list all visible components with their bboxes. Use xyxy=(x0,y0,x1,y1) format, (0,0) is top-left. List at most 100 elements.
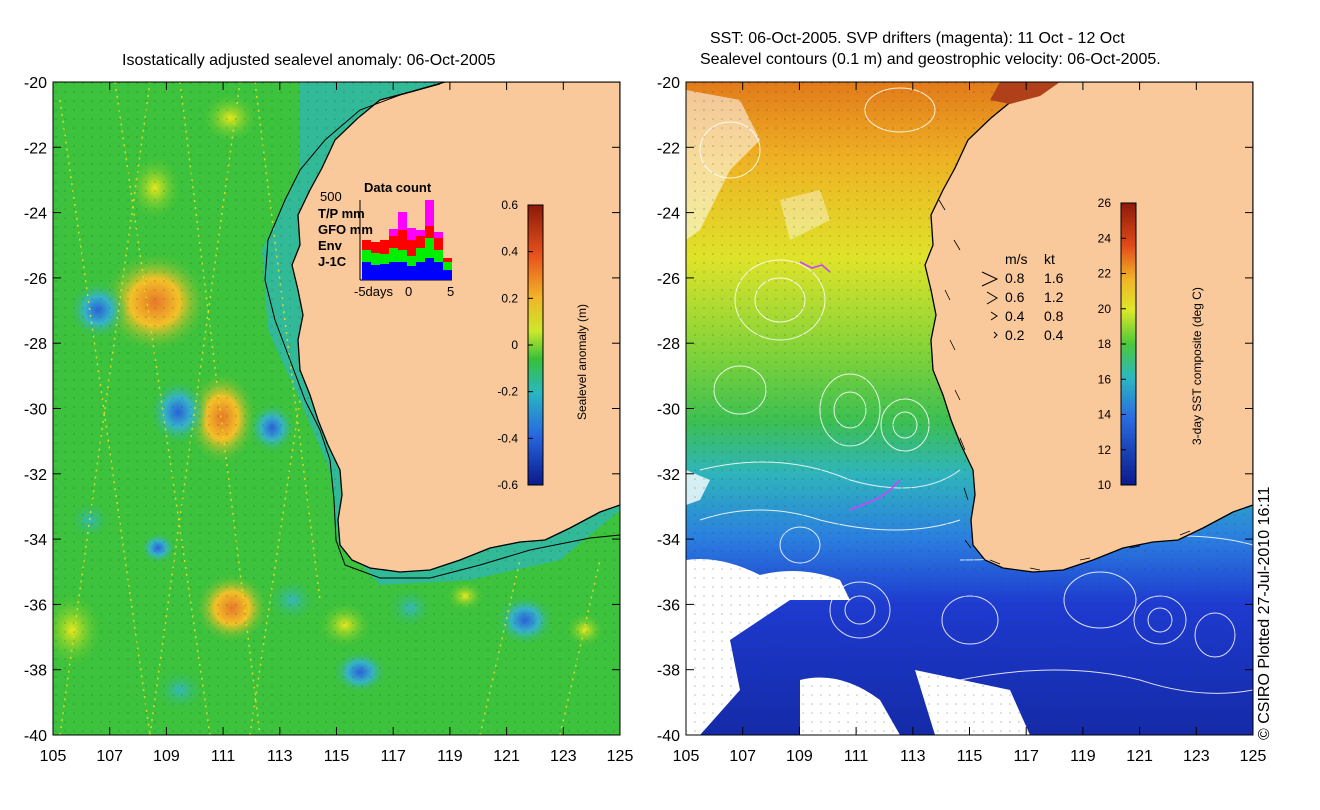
right-map-title-line1: SST: 06-Oct-2005. SVP drifters (magenta)… xyxy=(710,30,1125,47)
right-colorbar-tick-label: 14 xyxy=(1098,408,1112,422)
right-colorbar-tick-label: 20 xyxy=(1098,302,1112,316)
left-map-lat-label: -22 xyxy=(24,140,47,157)
left-map-lon-label: 113 xyxy=(267,748,293,765)
left-map-lat-label: -24 xyxy=(24,206,47,223)
inset-legend-gfo: GFO mm xyxy=(318,222,373,237)
right-map-lat-label: -32 xyxy=(657,467,680,484)
right-map-lon-label: 125 xyxy=(1240,748,1267,765)
left-map-lon-label: 107 xyxy=(96,748,123,765)
inset-x-label-left: -5days xyxy=(354,284,394,299)
right-map-lat-label: -36 xyxy=(657,597,680,614)
left-map-lon-label: 109 xyxy=(153,748,180,765)
right-colorbar-tick-label: 24 xyxy=(1098,231,1112,245)
right-colorbar-tick-label: 22 xyxy=(1098,267,1112,281)
left-map-lat-label: -40 xyxy=(24,728,47,745)
inset-legend-j1c: J-1C xyxy=(318,254,347,269)
right-map-lon-label: 105 xyxy=(673,748,700,765)
left-map-lon-label: 117 xyxy=(380,748,406,765)
right-map-lon-label: 123 xyxy=(1183,748,1210,765)
inset-x-label-zero: 0 xyxy=(405,284,412,299)
left-map-lat-label: -30 xyxy=(24,402,47,419)
velocity-row3-ms: 0.4 xyxy=(1005,308,1025,324)
left-map-lat-label: -32 xyxy=(24,467,47,484)
right-map-field xyxy=(686,82,1253,735)
inset-legend-env: Env xyxy=(318,238,343,253)
left-colorbar-tick-label: -0.4 xyxy=(497,431,518,445)
left-colorbar-tick-label: -0.6 xyxy=(497,478,518,492)
right-map-lat-label: -28 xyxy=(657,336,680,353)
right-map-lon-label: 109 xyxy=(786,748,813,765)
left-map-lon-label: 123 xyxy=(550,748,577,765)
left-map-lat-label: -28 xyxy=(24,336,47,353)
left-colorbar-tick-label: 0 xyxy=(511,338,518,352)
left-map-lon-label: 119 xyxy=(437,748,463,765)
left-map-axes: -20 -22 -24 -26 -28 -30 -32 -34 -36 -38 -40 105 107 1… xyxy=(24,75,634,765)
velocity-legend-ms-header: m/s xyxy=(1005,251,1028,267)
left-map-lon-label: 125 xyxy=(607,748,634,765)
velocity-legend: m/s kt 0.8 1.6 0.6 1.2 0.4 0.8 0.2 0.4 xyxy=(981,251,1064,343)
right-map-lat-label: -38 xyxy=(657,663,680,680)
right-map-lat-label: -26 xyxy=(657,271,680,288)
left-colorbar-tick-label: -0.2 xyxy=(497,385,518,399)
right-map-lon-label: 117 xyxy=(1013,748,1039,765)
left-map-lon-label: 105 xyxy=(40,748,67,765)
velocity-row2-kt: 1.2 xyxy=(1044,289,1064,305)
inset-title: Data count xyxy=(364,180,432,195)
right-map-title-line2: Sealevel contours (0.1 m) and geostrophi… xyxy=(700,51,1161,68)
right-colorbar: 26 24 22 20 18 16 14 12 10 3-day SST composite (… xyxy=(1098,196,1204,492)
right-colorbar-tick-label: 10 xyxy=(1098,478,1112,492)
arrow-glyph-04 xyxy=(990,311,998,321)
velocity-row4-kt: 0.4 xyxy=(1044,327,1064,343)
left-map-lon-label: 121 xyxy=(493,748,520,765)
right-map-lon-label: 121 xyxy=(1126,748,1153,765)
left-map-lat-label: -38 xyxy=(24,663,47,680)
right-colorbar-tick-label: 16 xyxy=(1098,372,1112,386)
arrow-glyph-06 xyxy=(986,291,998,305)
right-map-lat-label: -24 xyxy=(657,206,680,223)
arrow-glyph-02 xyxy=(993,331,998,339)
right-colorbar-tick-label: 12 xyxy=(1098,443,1112,457)
left-map-lat-label: -34 xyxy=(24,532,47,549)
left-map-lat-label: -36 xyxy=(24,597,47,614)
left-map-australia-landmass xyxy=(291,82,620,573)
csiro-credit: © CSIRO Plotted 27-Jul-2010 16:11 xyxy=(1256,486,1273,740)
left-map-lat-label: -20 xyxy=(24,75,47,92)
right-map-lon-label: 119 xyxy=(1070,748,1096,765)
right-colorbar-tick-label: 26 xyxy=(1098,196,1112,210)
left-map-lon-label: 111 xyxy=(211,748,235,765)
left-colorbar-tick-label: 0.4 xyxy=(501,245,518,259)
right-map-lon-label: 113 xyxy=(900,748,926,765)
left-colorbar-tick-label: 0.2 xyxy=(501,291,518,305)
left-map-lon-label: 115 xyxy=(324,748,350,765)
right-map-lon-label: 107 xyxy=(729,748,756,765)
geostrophic-velocity-arrows xyxy=(938,199,1191,571)
left-colorbar: 0.6 0.4 0.2 0 -0.2 -0.4 -0.6 Sealevel anomaly … xyxy=(497,198,589,492)
right-map-lon-label: 115 xyxy=(957,748,983,765)
right-colorbar-label: 3-day SST composite (deg C) xyxy=(1190,287,1204,445)
velocity-row3-kt: 0.8 xyxy=(1044,308,1064,324)
velocity-row2-ms: 0.6 xyxy=(1005,289,1025,305)
right-map-lat-label: -22 xyxy=(657,140,680,157)
inset-ymax-label: 500 xyxy=(320,189,342,204)
velocity-row1-kt: 1.6 xyxy=(1044,270,1064,286)
left-colorbar-label: Sealevel anomaly (m) xyxy=(575,304,589,420)
velocity-legend-kt-header: kt xyxy=(1044,251,1055,267)
left-colorbar-tick-label: 0.6 xyxy=(501,198,518,212)
right-map-lat-label: -34 xyxy=(657,532,680,549)
left-map-title: Isostatically adjusted sealevel anomaly:… xyxy=(122,52,496,69)
arrow-glyph-08 xyxy=(981,271,999,287)
velocity-row4-ms: 0.2 xyxy=(1005,327,1025,343)
left-map-lat-label: -26 xyxy=(24,271,47,288)
right-map-axes: -20 -22 -24 -26 -28 -30 -32 -34 -36 -38 -40 105 107 1… xyxy=(657,75,1267,765)
right-map-lat-label: -40 xyxy=(657,728,680,745)
right-colorbar-tick-label: 18 xyxy=(1098,337,1112,351)
data-count-inset: Data count 500 T/P mm GFO mm Env J-1C -5… xyxy=(318,180,454,299)
inset-x-label-right: 5 xyxy=(447,284,454,299)
right-map-australia-landmass xyxy=(924,82,1253,573)
velocity-row1-ms: 0.8 xyxy=(1005,270,1025,286)
inset-bars xyxy=(362,200,452,280)
right-map-lat-label: -30 xyxy=(657,402,680,419)
right-map-lon-label: 111 xyxy=(844,748,868,765)
inset-legend-tp: T/P mm xyxy=(318,206,365,221)
